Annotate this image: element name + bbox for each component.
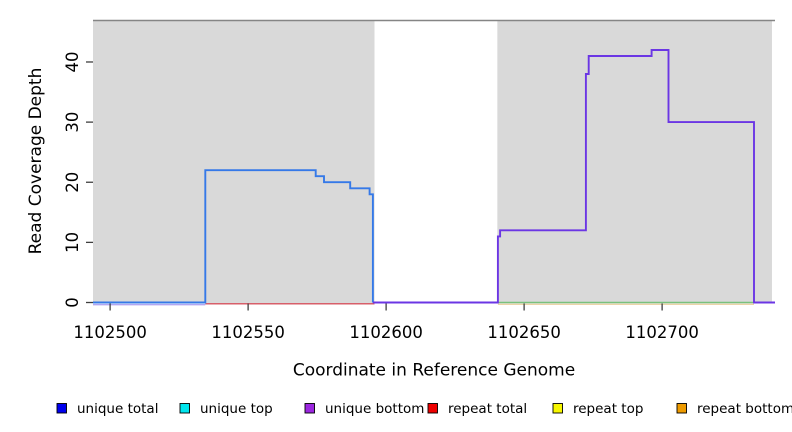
shaded-regions bbox=[93, 21, 772, 304]
chart-legend: unique total unique top unique bottom repea… bbox=[56, 401, 792, 417]
y-axis-title: Read Coverage Depth bbox=[26, 68, 46, 255]
y-tick-label: 10 bbox=[63, 232, 82, 253]
right-shaded-region bbox=[497, 21, 772, 304]
legend-label-repeat-bottom: repeat bottom bbox=[697, 401, 792, 417]
legend-label-unique-bottom: unique bottom bbox=[325, 401, 424, 417]
y-tick-label: 20 bbox=[63, 172, 82, 193]
x-axis: 1102500 1102550 1102600 1102650 1102700 bbox=[73, 303, 699, 342]
y-axis: 0 10 20 30 40 bbox=[63, 51, 93, 308]
legend-label-unique-top: unique top bbox=[200, 401, 273, 417]
x-tick-label: 1102600 bbox=[349, 323, 423, 342]
legend-label-repeat-total: repeat total bbox=[448, 401, 527, 417]
legend-swatch-unique-bottom bbox=[304, 403, 315, 414]
unique-total-coverage-line bbox=[93, 169, 374, 304]
y-tick-label: 40 bbox=[63, 51, 82, 72]
legend-label-repeat-top: repeat top bbox=[573, 401, 643, 417]
coverage-series bbox=[93, 49, 775, 306]
y-tick-label: 0 bbox=[63, 297, 82, 308]
x-tick-label: 1102650 bbox=[487, 323, 561, 342]
legend-swatch-repeat-total bbox=[427, 403, 438, 414]
y-tick-label: 30 bbox=[63, 112, 82, 133]
unique-bottom-coverage-line bbox=[372, 49, 775, 304]
legend-swatch-unique-top bbox=[179, 403, 190, 414]
left-shaded-region bbox=[93, 21, 375, 304]
legend-swatch-repeat-top bbox=[552, 403, 563, 414]
x-tick-label: 1102700 bbox=[625, 323, 699, 342]
legend-swatch-repeat-bottom bbox=[676, 403, 687, 414]
x-tick-label: 1102500 bbox=[73, 323, 147, 342]
legend-label-unique-total: unique total bbox=[77, 401, 158, 417]
x-tick-label: 1102550 bbox=[211, 323, 285, 342]
legend-swatch-unique-total bbox=[56, 403, 67, 414]
x-axis-title: Coordinate in Reference Genome bbox=[293, 361, 575, 381]
